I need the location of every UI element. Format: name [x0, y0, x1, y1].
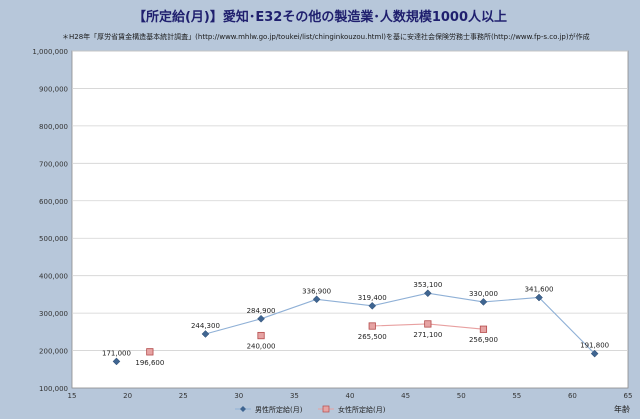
source-note: ＊H28年「厚労省賃金構造基本統計調査」(http://www.mhlw.go.…	[62, 33, 590, 41]
x-tick-label: 20	[123, 392, 132, 400]
female-data-point	[146, 348, 154, 356]
y-tick-label: 1,000,000	[32, 48, 68, 56]
x-tick-label: 35	[290, 392, 299, 400]
x-tick-label: 55	[512, 392, 521, 400]
y-tick-label: 300,000	[39, 310, 68, 318]
data-label: 336,900	[302, 287, 331, 295]
data-label: 284,900	[247, 307, 276, 315]
y-tick-label: 400,000	[39, 273, 68, 281]
male-data-point	[201, 330, 210, 338]
y-tick-label: 600,000	[39, 198, 68, 206]
x-tick-label: 45	[401, 392, 410, 400]
male-data-point	[590, 349, 599, 358]
data-label: 330,000	[469, 290, 498, 298]
legend-female-label: 女性所定給(月)	[338, 405, 386, 414]
y-tick-label: 100,000	[39, 385, 68, 393]
x-tick-label: 65	[624, 392, 633, 400]
female-data-point	[368, 322, 376, 330]
female-data-point	[424, 320, 432, 328]
male-data-point	[479, 298, 488, 306]
x-tick-label: 15	[68, 392, 77, 400]
y-tick-label: 800,000	[39, 123, 68, 131]
data-label: 271,100	[413, 331, 442, 339]
x-axis-label: 年齢	[614, 404, 630, 414]
y-tick-label: 900,000	[39, 85, 68, 93]
data-label: 240,000	[247, 343, 276, 351]
female-data-point	[257, 331, 265, 340]
plot-area	[71, 50, 629, 389]
x-tick-label: 25	[179, 392, 188, 400]
x-tick-label: 40	[346, 392, 355, 400]
male-data-point	[112, 357, 121, 366]
data-label: 265,500	[358, 333, 387, 341]
male-series-line	[205, 292, 595, 354]
legend-female-marker	[322, 405, 330, 413]
y-tick-label: 200,000	[39, 348, 68, 356]
data-label: 191,800	[580, 342, 609, 350]
x-tick-label: 50	[457, 392, 466, 400]
male-data-point	[368, 301, 377, 310]
female-data-point	[479, 325, 488, 333]
x-tick-label: 60	[568, 392, 577, 400]
chart-title: 【所定給(月)】愛知･E32その他の製造業･人数規模1000人以上	[132, 10, 508, 25]
data-label: 353,100	[413, 281, 442, 289]
data-label: 244,300	[191, 322, 220, 330]
male-data-point	[257, 314, 265, 323]
data-label: 256,900	[469, 336, 498, 344]
male-data-point	[312, 295, 321, 304]
x-tick-label: 30	[234, 392, 243, 400]
y-tick-label: 500,000	[39, 235, 68, 243]
male-data-point	[535, 293, 543, 302]
legend-male-marker	[240, 406, 246, 412]
data-label: 171,000	[102, 349, 131, 357]
y-tick-label: 700,000	[39, 160, 68, 168]
male-data-point	[423, 289, 432, 298]
legend-male-label: 男性所定給(月)	[255, 405, 303, 414]
data-label: 341,600	[525, 286, 554, 294]
data-label: 319,400	[358, 294, 387, 302]
data-label: 196,600	[135, 359, 164, 367]
